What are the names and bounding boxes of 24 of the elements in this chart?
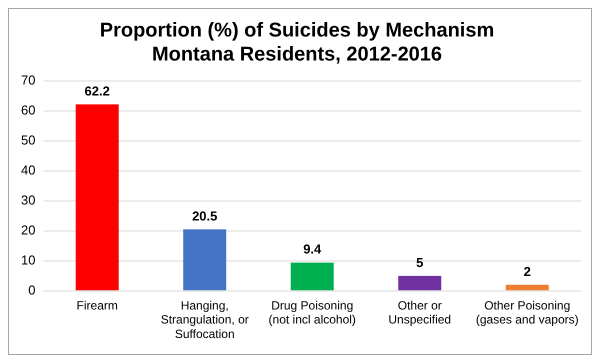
bar [290,262,334,290]
y-tick-label: 30 [20,192,36,208]
y-tick-label: 50 [20,132,36,148]
y-tick-label: 40 [20,162,36,178]
x-tick-label: Other or Unspecified [388,298,452,327]
data-label: 9.4 [303,242,322,257]
bar [183,229,226,290]
bar [506,284,549,290]
y-tick-label: 70 [20,72,36,88]
x-tick-label: Hanging, Strangulation, or Suffocation [160,298,249,342]
y-tick-label: 60 [20,102,36,118]
data-label: 2 [524,264,531,279]
data-label: 5 [416,254,424,270]
x-tick-label: Other Poisoning (gases and vapors) [476,298,579,327]
y-tick-label: 20 [20,222,36,238]
data-label: 62.2 [84,83,110,98]
y-tick-label: 10 [20,252,36,268]
x-tick-label: Firearm [76,298,118,312]
y-tick-label: 0 [28,282,36,298]
chart-title: Proportion (%) of Suicides by Mechanism Montana Residents, 2012-2016 [100,20,494,66]
bar [76,104,119,290]
bar [398,276,442,290]
x-tick-label: Drug Poisoning (not incl alcohol) [268,298,356,327]
data-label: 20.5 [192,208,218,224]
